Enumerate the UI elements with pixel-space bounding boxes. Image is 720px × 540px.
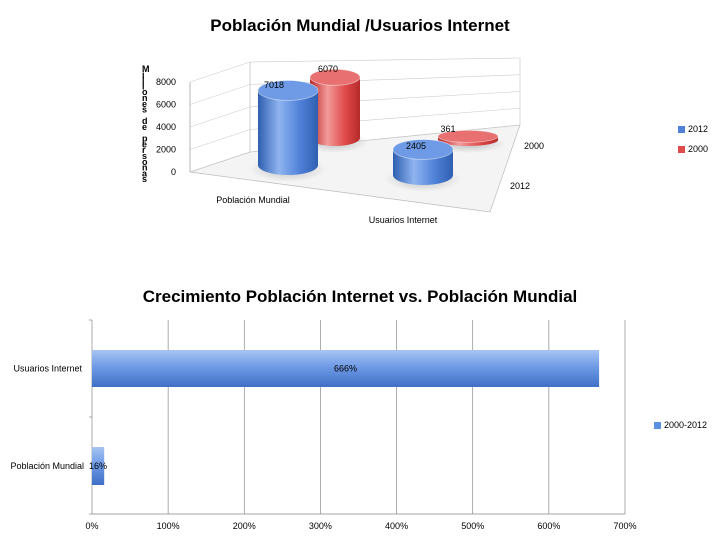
chart2-plot: 0% 100% 200% 300% 400% 500% 600% 700% 666% Usuari… bbox=[10, 319, 637, 531]
data-label-2012-poblacion-mundial: 7018 bbox=[264, 80, 284, 90]
chart2-category-label: Población Mundial bbox=[10, 461, 84, 471]
chart2-xtick-label: 300% bbox=[309, 521, 332, 531]
legend-label-2012: 2012 bbox=[688, 124, 709, 134]
chart1-xtick-label: Usuarios Internet bbox=[369, 215, 438, 225]
legend-swatch-2000-2012 bbox=[654, 421, 661, 429]
chart2-xtick-label: 400% bbox=[385, 521, 408, 531]
legend-item-2012: 2012 bbox=[678, 124, 708, 134]
legend-label-2000: 2000 bbox=[688, 144, 709, 154]
chart2-xtick-label: 600% bbox=[537, 521, 560, 531]
data-label-2000-poblacion-mundial: 6070 bbox=[318, 64, 338, 74]
chart1-gridline-side bbox=[189, 129, 251, 150]
bar-poblaci-n-mundial bbox=[92, 447, 105, 485]
chart1-svg: 0 2000 4000 6000 8000 6070 361 7018 2405 Població… bbox=[142, 57, 544, 225]
bar-2012-usuarios-internet bbox=[385, 139, 461, 192]
chart2-xtick-label: 500% bbox=[461, 521, 484, 531]
data-label-usuarios-internet: 666% bbox=[334, 364, 357, 374]
chart1-depth-label: 2000 bbox=[524, 141, 544, 151]
legend-swatch-2000 bbox=[678, 145, 685, 153]
chart1-ytick-label: 4000 bbox=[156, 122, 176, 132]
bar-2000-poblacion-mundial bbox=[302, 68, 368, 153]
chart1-gridline-side bbox=[189, 106, 251, 128]
chart2-title: Crecimiento Población Internet vs. Pobla… bbox=[142, 287, 578, 306]
bar-2012-poblacion-mundial bbox=[250, 80, 326, 182]
legend-swatch-2012 bbox=[678, 125, 685, 133]
chart1-ytick-label: 2000 bbox=[156, 145, 176, 155]
chart1-gridline-back bbox=[249, 57, 521, 63]
bar-usuarios-internet bbox=[92, 350, 600, 387]
data-label-2000-usuarios-internet: 361 bbox=[440, 124, 455, 134]
chart2-xtick-label: 0% bbox=[85, 521, 98, 531]
chart1-gridline-side bbox=[189, 151, 251, 173]
chart1-xtick-label: Población Mundial bbox=[216, 195, 290, 205]
chart2-xtick-label: 200% bbox=[233, 521, 256, 531]
chart1-ytick-label: 6000 bbox=[156, 100, 176, 110]
chart2-xtick-label: 100% bbox=[157, 521, 180, 531]
data-label-2012-usuarios-internet: 2405 bbox=[406, 141, 426, 151]
legend-item-2000-2012: 2000-2012 bbox=[654, 420, 707, 430]
chart1-title: Población Mundial /Usuarios Internet bbox=[210, 16, 510, 35]
chart1-ytick-label: 8000 bbox=[156, 77, 176, 87]
data-label-poblacion-mundial: 16% bbox=[89, 461, 107, 471]
chart1-gridline-side bbox=[189, 61, 251, 83]
legend-label-2000-2012: 2000-2012 bbox=[664, 420, 708, 430]
chart1-plot: 0 2000 4000 6000 8000 6070 361 7018 2405 Població… bbox=[142, 57, 544, 225]
chart2-category-label: Usuarios Internet bbox=[13, 364, 82, 374]
chart2-xtick-label: 700% bbox=[613, 521, 636, 531]
chart1-gridline-side bbox=[189, 84, 251, 105]
chart1-depth-label: 2012 bbox=[510, 181, 530, 191]
legend-item-2000: 2000 bbox=[678, 144, 708, 154]
chart1-ytick-label: 0 bbox=[171, 167, 176, 177]
